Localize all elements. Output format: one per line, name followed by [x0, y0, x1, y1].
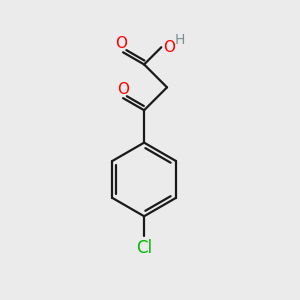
Text: Cl: Cl	[136, 239, 152, 257]
Text: O: O	[163, 40, 175, 55]
Text: O: O	[116, 36, 128, 51]
Text: H: H	[174, 33, 185, 47]
Text: O: O	[117, 82, 129, 97]
